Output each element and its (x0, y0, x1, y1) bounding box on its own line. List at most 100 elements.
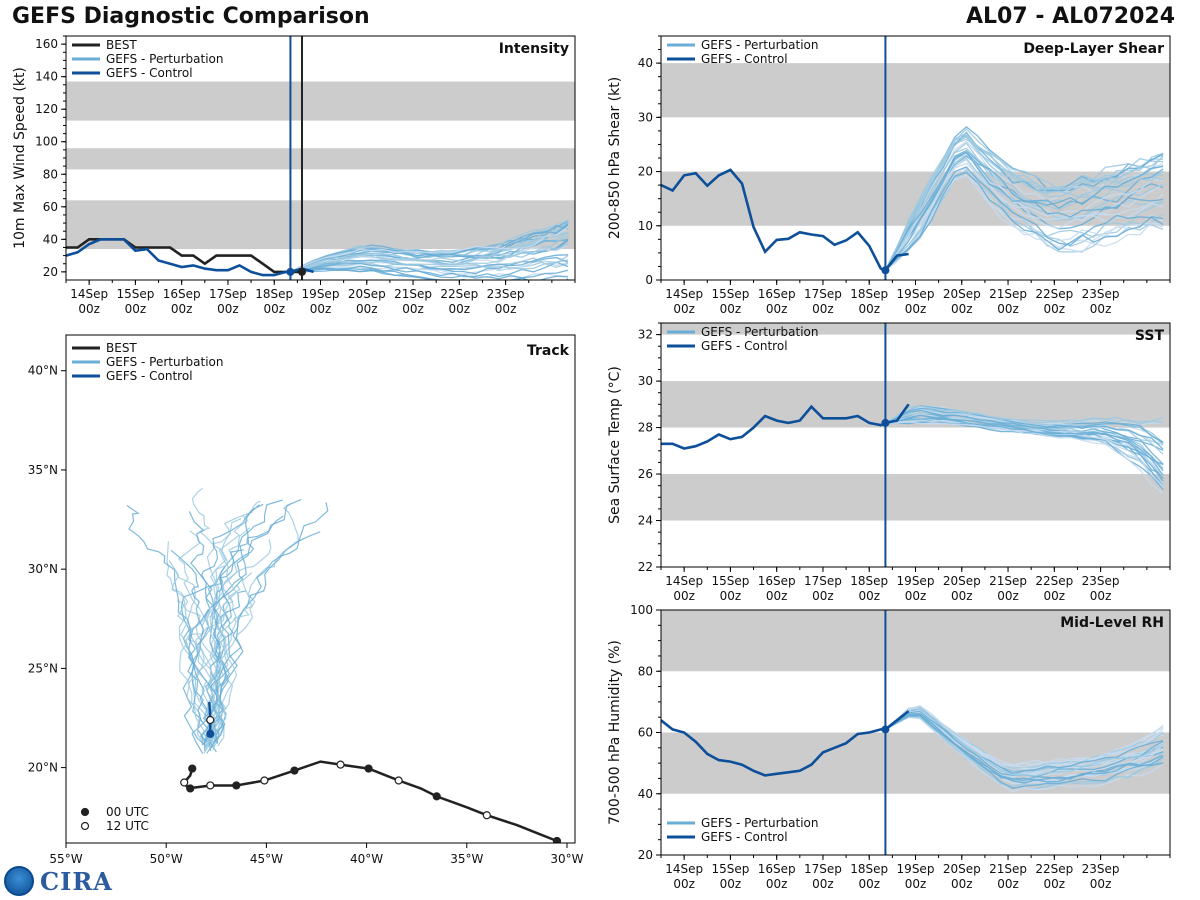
sst-perturbation-line (885, 411, 1164, 469)
shear-xtick-label: 20Sep (943, 287, 981, 301)
rh-ytick-label: 80 (638, 664, 653, 678)
intensity-perturbation-line (290, 226, 569, 273)
shear-ytick-label: 20 (638, 165, 653, 179)
rh-xtick-label-time: 00z (720, 877, 742, 891)
track-legend-label: GEFS - Perturbation (106, 355, 223, 369)
rh-xtick-label-time: 00z (997, 877, 1019, 891)
intensity-perturbation-line (290, 256, 569, 275)
track-perturbation-line (176, 600, 214, 749)
rh-perturbation-line (885, 713, 1164, 782)
track-perturbation-line (166, 541, 213, 754)
sst-xtick-label: 19Sep (897, 574, 935, 588)
intensity-best-line (66, 238, 302, 274)
rh-band-1 (661, 610, 1170, 672)
shear-xtick-label-time: 00z (905, 302, 927, 316)
shear-xtick-label-time: 00z (720, 302, 742, 316)
track-ytick-label: 30°N (28, 562, 58, 576)
rh-frame (660, 609, 1171, 856)
storm-id-title: AL07 - AL072024 (966, 4, 1175, 29)
intensity-xtick-label-time: 00z (263, 302, 285, 316)
rh-xtick-label: 15Sep (711, 862, 749, 876)
intensity-perturbation-line (290, 222, 569, 273)
sst-perturbation-line (885, 417, 1164, 487)
sst-ytick-label: 30 (638, 374, 653, 388)
intensity-perturbation-line (290, 232, 569, 273)
rh-xtick-label: 22Sep (1035, 862, 1073, 876)
track-best-marker (336, 760, 345, 769)
track-perturbation-line (195, 515, 248, 750)
track-perturbation-line (182, 515, 284, 747)
track-perturbation-line (207, 572, 253, 748)
rh-xtick-label: 21Sep (989, 862, 1027, 876)
intensity-xtick-label-time: 00z (125, 302, 147, 316)
shear-ytick-label: 30 (638, 110, 653, 124)
rh-perturbation-line (884, 706, 1164, 770)
sst-perturbation-line (885, 413, 1164, 465)
rh-perturbation-line (885, 710, 1164, 778)
intensity-perturbation-line (290, 232, 569, 273)
shear-band-0 (661, 171, 1170, 226)
track-perturbation-line (188, 511, 226, 743)
shear-perturbation-line (884, 157, 1164, 271)
sst-perturbation-line (885, 419, 1164, 489)
track-xtick-label: 50°W (150, 852, 183, 866)
track-legend-label: GEFS - Control (106, 369, 193, 383)
rh-control-line (661, 710, 910, 777)
intensity-xtick-label: 14Sep (70, 287, 108, 301)
rh-ytick-label: 100 (630, 603, 653, 617)
intensity-perturbation-line (290, 257, 569, 273)
rh-plot-area (661, 610, 1170, 794)
rh-xtick-label-time: 00z (673, 877, 695, 891)
page-title: GEFS Diagnostic Comparison (12, 4, 370, 29)
intensity-xtick-label: 20Sep (348, 287, 386, 301)
sst-perturbation-line (885, 419, 1164, 485)
sst-perturbation-line (885, 413, 1164, 477)
shear-perturbation-line (884, 174, 1164, 271)
sst-xtick-label: 16Sep (758, 574, 796, 588)
sst-perturbation-line (885, 405, 1164, 425)
shear-perturbation-line (884, 131, 1164, 271)
intensity-ytick-label: 100 (35, 135, 58, 149)
intensity-ytick-label: 60 (43, 200, 58, 214)
intensity-init-marker (286, 267, 295, 276)
rh-xtick-label: 23Sep (1082, 862, 1120, 876)
intensity-title: Intensity (499, 41, 569, 57)
shear-xtick-label: 16Sep (758, 287, 796, 301)
intensity-legend-label: GEFS - Perturbation (106, 52, 223, 66)
track-perturbation-line (200, 499, 302, 745)
intensity-perturbation-line (290, 224, 569, 273)
sst-ytick-label: 24 (638, 514, 653, 528)
sst-perturbation-line (885, 409, 1164, 451)
shear-xtick-label-time: 00z (1090, 302, 1112, 316)
intensity-perturbation-line (290, 238, 569, 273)
track-best-marker (188, 764, 197, 773)
sst-legend-label: GEFS - Perturbation (701, 325, 818, 339)
logo-area: CIRA (4, 866, 113, 896)
track-best-marker (394, 776, 403, 785)
rh-perturbation-line (885, 708, 1164, 777)
intensity-perturbation-line (290, 235, 569, 273)
intensity-ytick-label: 20 (43, 265, 58, 279)
rh-perturbation-line (885, 711, 1164, 772)
rh-perturbation-line (885, 712, 1164, 786)
sst-frame (660, 322, 1171, 568)
intensity-perturbation-line (290, 260, 569, 276)
sst-xtick-label: 14Sep (665, 574, 703, 588)
sst-xtick-label-time: 00z (858, 589, 880, 603)
intensity-perturbation-line (290, 268, 469, 280)
track-best-marker (260, 776, 269, 785)
intensity-perturbation-line (290, 231, 569, 273)
shear-perturbation-line (884, 136, 1164, 271)
track-best-marker (482, 811, 491, 820)
sst-perturbation-line (885, 417, 1164, 476)
track-best-marker (232, 781, 241, 790)
shear-perturbation-line (884, 162, 1164, 271)
shear-perturbation-line (884, 132, 1164, 271)
track-perturbation-line (191, 487, 229, 747)
track-ytick-label: 20°N (28, 761, 58, 775)
sst-xtick-label: 18Sep (850, 574, 888, 588)
shear-perturbation-line (884, 147, 1164, 271)
